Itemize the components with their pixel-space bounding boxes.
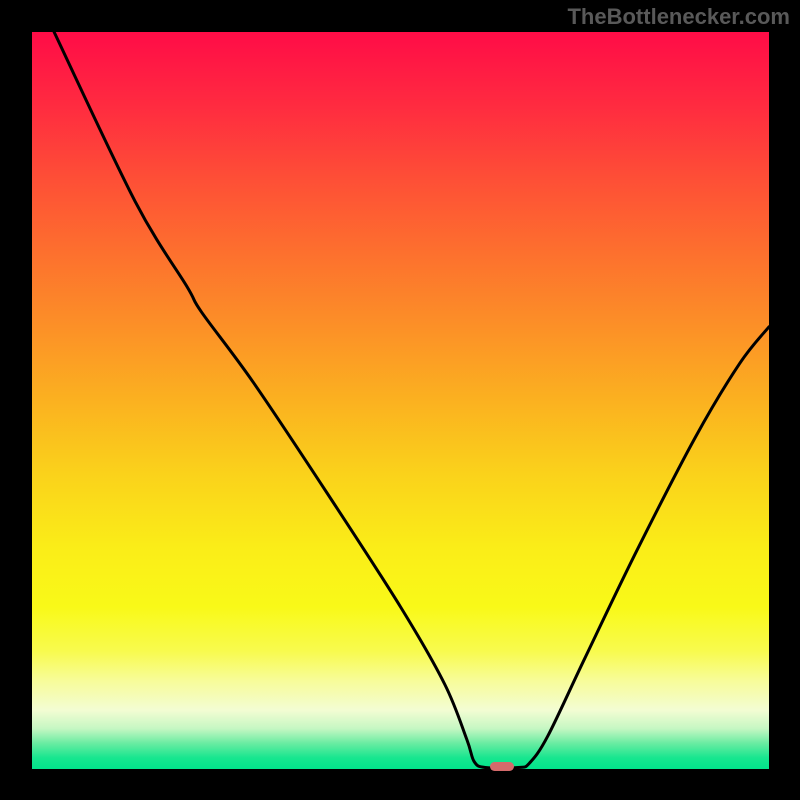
plot-area xyxy=(32,32,769,769)
curve-svg xyxy=(32,32,769,769)
bottleneck-chart: TheBottlenecker.com xyxy=(0,0,800,800)
watermark-text: TheBottlenecker.com xyxy=(567,4,790,30)
optimal-marker xyxy=(490,762,514,771)
gradient-bg xyxy=(32,32,769,769)
